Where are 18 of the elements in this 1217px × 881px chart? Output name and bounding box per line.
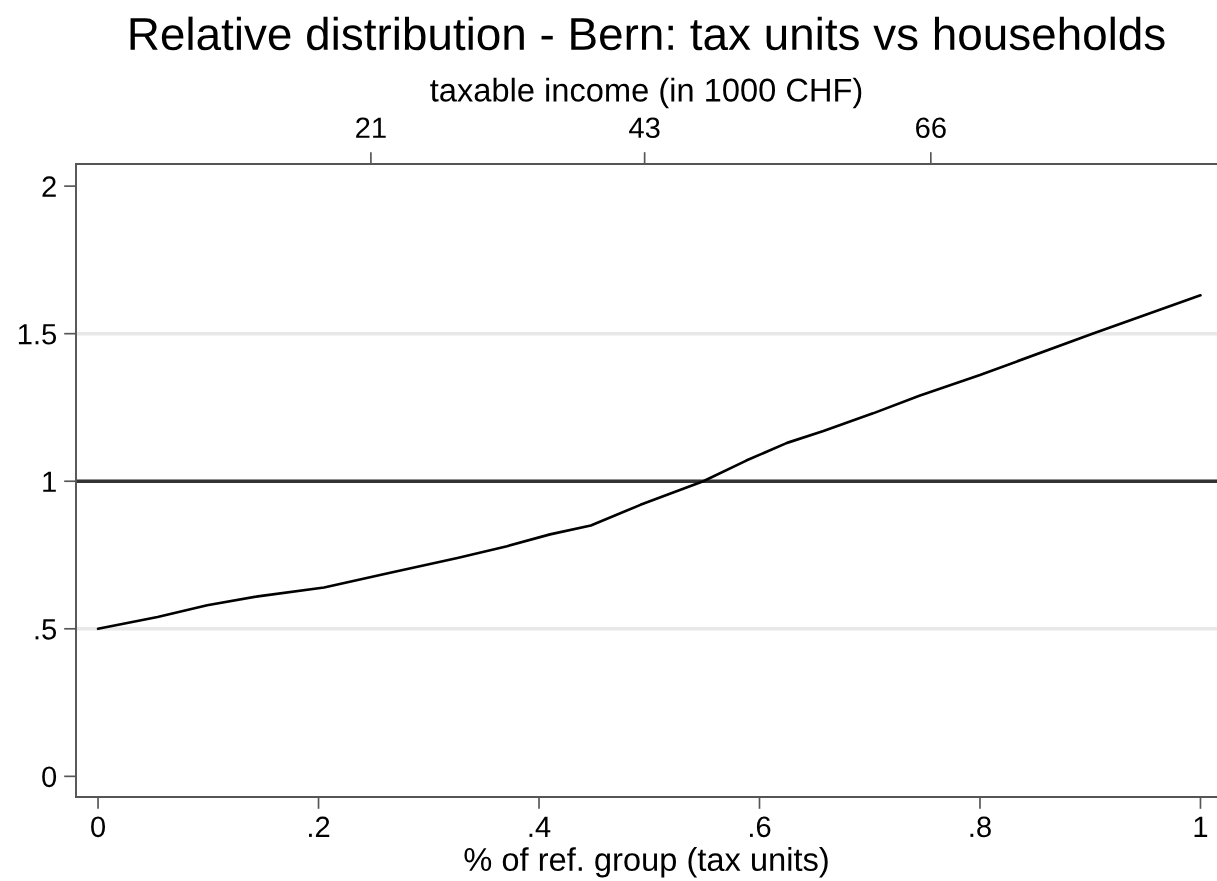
y-tick-label: 2 [42,176,56,197]
x-tick-label: .2 [309,816,330,837]
y-tick-label: 1.5 [18,324,57,345]
x-tick-label: .6 [750,816,771,838]
y-tick-label: 1 [43,471,56,492]
x2-tick-label: 21 [356,117,386,138]
x-axis-title: % of ref. group (tax units) [464,847,828,878]
x-tick-label: 1 [1194,816,1208,837]
y-tick-label: 0 [42,766,57,788]
line-series [96,294,1202,631]
x2-tick-label: 66 [916,117,946,139]
x2-axis-title: taxable income (in 1000 CHF) [430,77,862,109]
x-tick-label: 0 [91,816,106,838]
x-tick-label: .4 [529,816,551,837]
x-tick-label: .8 [970,816,991,838]
y-tick-label: .5 [35,619,57,640]
chart-title: Relative distribution - Bern: tax units vs households [130,16,1165,51]
x2-tick-label: 43 [629,117,660,139]
